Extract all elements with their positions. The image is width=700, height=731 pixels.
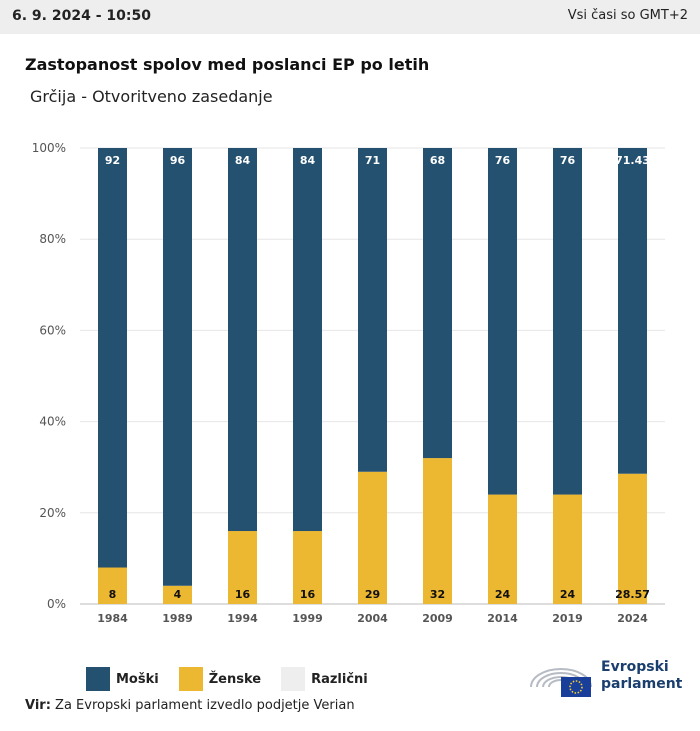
bar-men	[163, 148, 192, 586]
bar-women	[423, 458, 452, 604]
legend: Moški Ženske Različni	[86, 667, 388, 691]
x-tick-label: 2004	[357, 612, 388, 625]
data-label-women: 16	[235, 588, 251, 601]
bar-women	[228, 531, 257, 604]
logo-line-2: parlament	[601, 676, 683, 692]
bar-women	[358, 471, 387, 604]
bar-women	[618, 473, 647, 604]
bar-men	[98, 148, 127, 568]
x-tick-label: 1984	[97, 612, 128, 625]
data-label-women: 24	[495, 588, 511, 601]
x-tick-label: 1989	[162, 612, 193, 625]
x-tick-label: 2014	[487, 612, 518, 625]
bar-men	[228, 148, 257, 532]
legend-item-other: Različni	[281, 667, 368, 691]
legend-swatch-women	[178, 667, 203, 691]
data-label-men: 84	[300, 154, 316, 167]
ep-logo: Evropski parlament	[527, 657, 687, 701]
y-tick-label: 80%	[39, 232, 66, 246]
bar-women	[293, 531, 322, 604]
data-label-women: 16	[300, 588, 316, 601]
x-tick-label: 2009	[422, 612, 453, 625]
bar-men	[358, 148, 387, 472]
data-label-men: 84	[235, 154, 251, 167]
legend-swatch-other	[281, 667, 306, 691]
logo-text: Evropski parlament	[601, 659, 682, 693]
x-tick-label: 1999	[292, 612, 323, 625]
y-tick-label: 20%	[39, 506, 66, 520]
legend-label-women: Ženske	[208, 671, 262, 687]
chart-subtitle: Grčija - Otvoritveno zasedanje	[30, 87, 273, 106]
data-label-women: 28.57	[615, 588, 650, 601]
y-tick-label: 100%	[32, 141, 66, 155]
data-label-women: 29	[365, 588, 380, 601]
legend-swatch-men	[86, 667, 110, 691]
x-tick-label: 1994	[227, 612, 258, 625]
timestamp: 6. 9. 2024 - 10:50	[12, 8, 151, 24]
data-label-men: 76	[560, 154, 576, 167]
data-label-men: 92	[105, 154, 120, 167]
y-tick-label: 60%	[39, 323, 66, 337]
chart-title: Zastopanost spolov med poslanci EP po le…	[25, 55, 430, 74]
data-label-men: 71	[365, 154, 380, 167]
data-label-women: 4	[174, 588, 182, 601]
legend-item-women: Ženske	[178, 667, 262, 691]
x-tick-label: 2019	[552, 612, 583, 625]
x-tick-label: 2024	[617, 612, 648, 625]
data-label-women: 32	[430, 588, 445, 601]
y-tick-label: 0%	[47, 597, 66, 611]
legend-item-men: Moški	[86, 667, 159, 691]
data-label-men: 96	[170, 154, 186, 167]
source-note: Vir: Za Evropski parlament izvedlo podje…	[25, 698, 355, 713]
y-tick-label: 40%	[39, 415, 66, 429]
bar-men	[293, 148, 322, 532]
bar-men	[618, 148, 647, 474]
bar-women	[163, 585, 192, 604]
data-label-women: 24	[560, 588, 576, 601]
source-prefix: Vir:	[25, 698, 51, 713]
data-label-women: 8	[109, 588, 117, 601]
parliament-logo-icon	[530, 668, 592, 697]
legend-label-other: Različni	[311, 671, 368, 687]
bar-women	[553, 494, 582, 604]
bar-men	[488, 148, 517, 495]
bar-chart: 0% 20% 40% 60% 80% 100% 8 92 1984 4 96 1989 16 84 1994…	[32, 141, 665, 625]
data-label-men: 71.43	[615, 154, 650, 167]
data-label-men: 68	[430, 154, 445, 167]
bar-women	[488, 494, 517, 604]
data-label-men: 76	[495, 154, 511, 167]
source-text: Za Evropski parlament izvedlo podjetje V…	[55, 698, 355, 713]
legend-label-men: Moški	[116, 671, 159, 687]
bar-men	[553, 148, 582, 495]
logo-line-1: Evropski	[601, 659, 669, 675]
top-bar: 6. 9. 2024 - 10:50 Vsi časi so GMT+2	[0, 0, 700, 34]
timezone-note: Vsi časi so GMT+2	[567, 8, 688, 23]
bar-men	[423, 148, 452, 459]
bar-women	[98, 567, 127, 604]
